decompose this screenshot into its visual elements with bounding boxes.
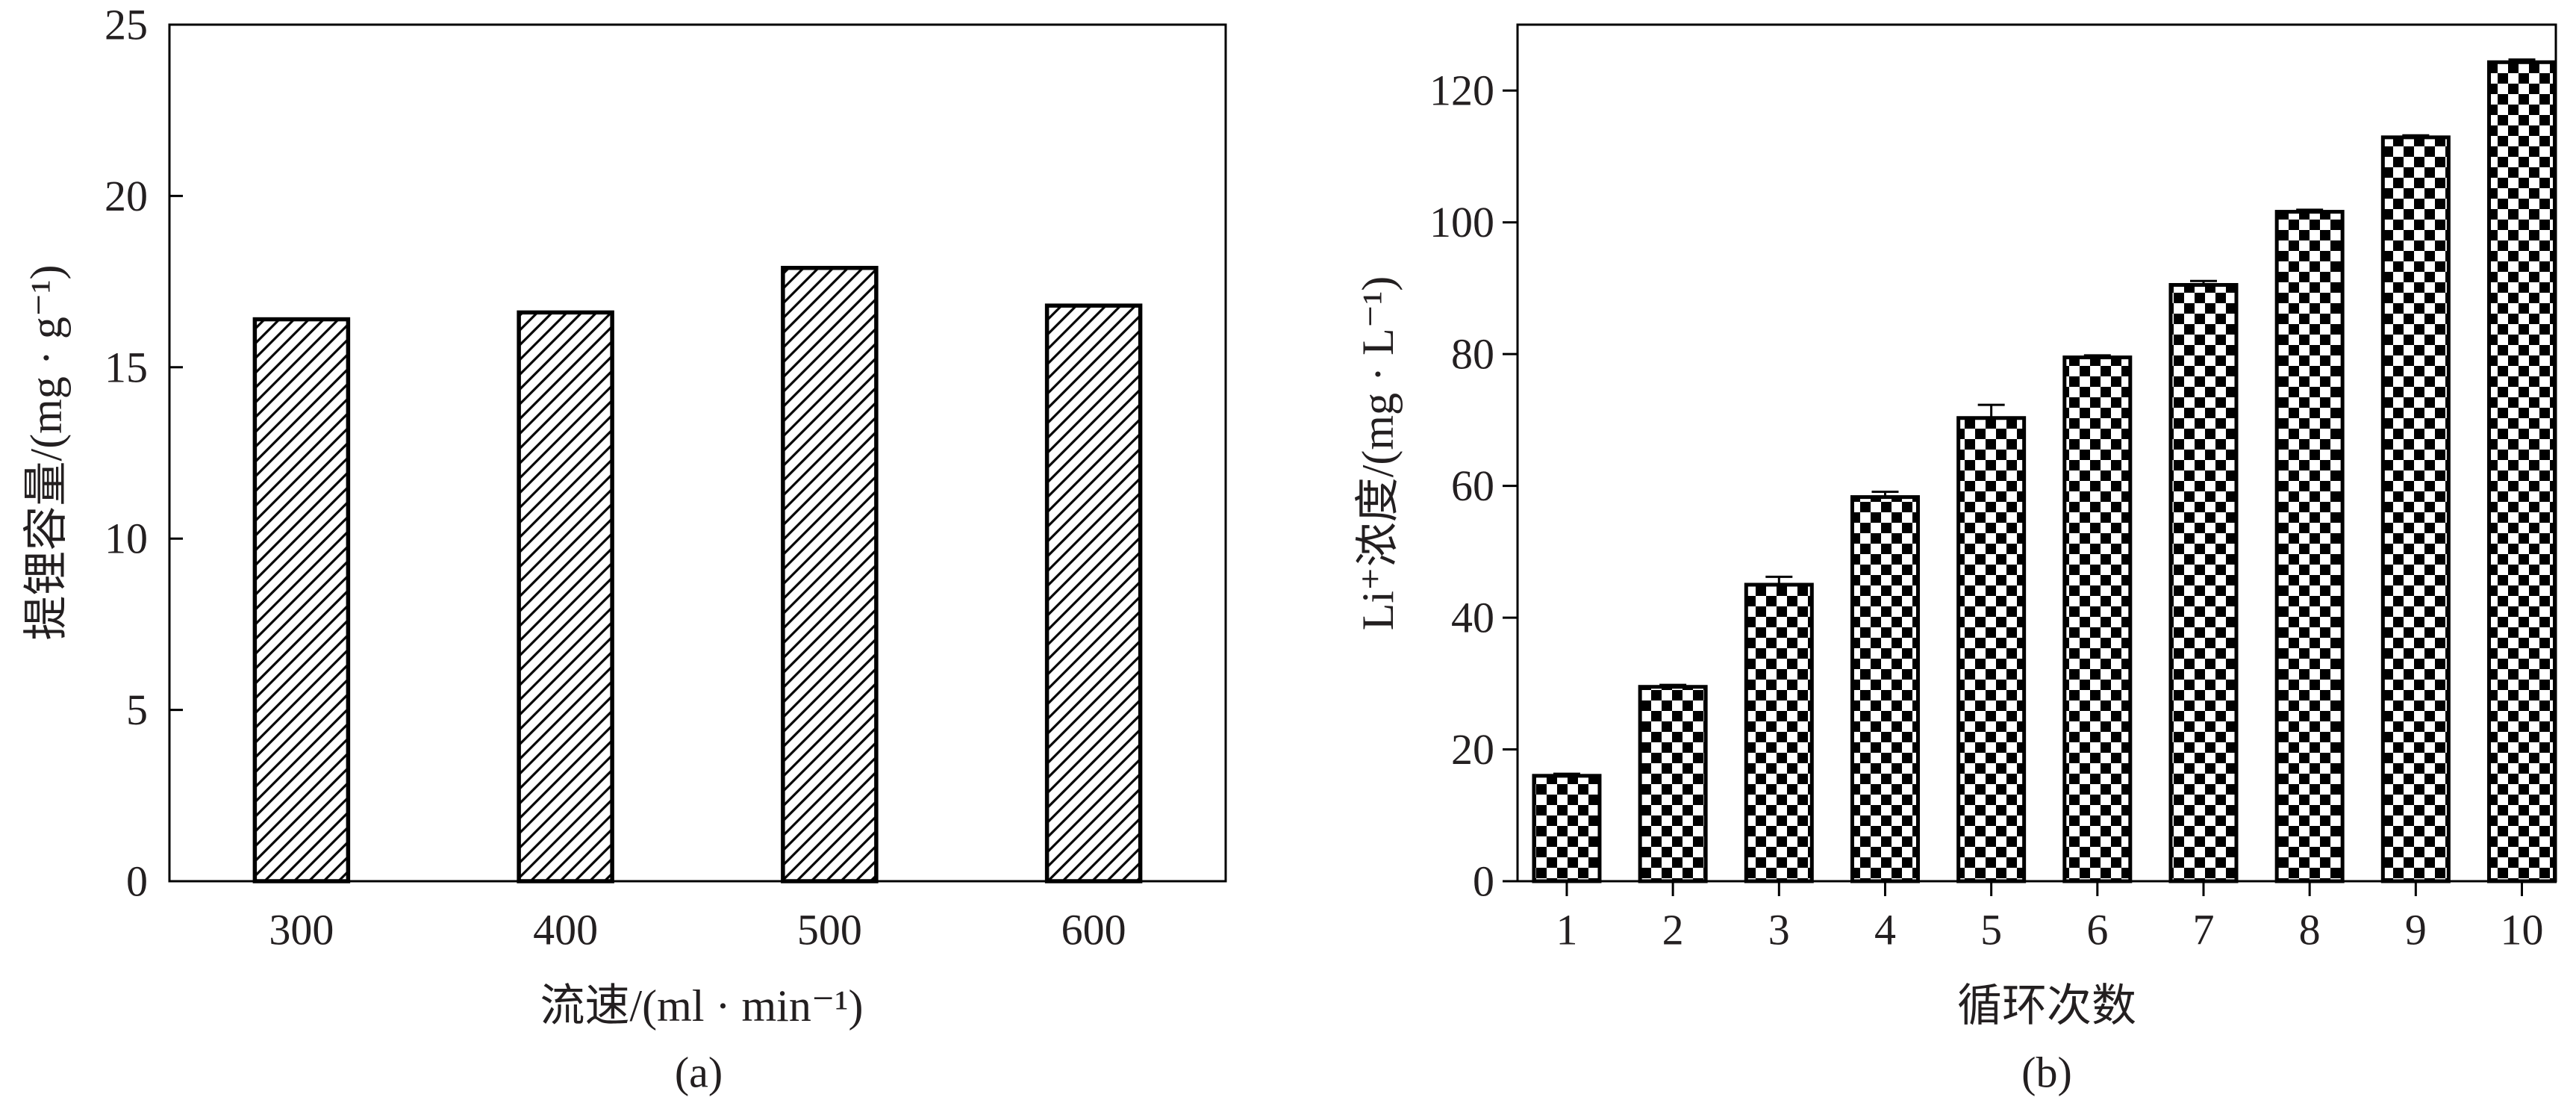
x-tick-label: 2 — [1662, 906, 1684, 954]
y-tick-label: 80 — [1451, 330, 1494, 379]
bar — [1956, 416, 2027, 883]
y-tick-label: 10 — [105, 515, 148, 563]
y-tick-label: 0 — [1473, 857, 1494, 906]
bar — [2487, 60, 2557, 883]
x-tick-label: 600 — [1061, 906, 1126, 954]
bar — [1638, 685, 1708, 883]
panel-label: (a) — [675, 1048, 723, 1097]
plot-frame — [168, 23, 1227, 883]
bar — [517, 310, 614, 883]
bar — [2274, 210, 2345, 883]
y-tick-label: 40 — [1451, 594, 1494, 642]
panel-label: (b) — [2021, 1048, 2072, 1097]
bar — [1532, 774, 1602, 883]
bar — [2168, 283, 2239, 883]
y-axis-label: 提锂容量/(mg · g⁻¹) — [22, 265, 71, 641]
y-tick-label: 120 — [1429, 66, 1494, 115]
y-tick-label: 20 — [1451, 725, 1494, 774]
x-tick-label: 6 — [2086, 906, 2108, 954]
bars — [1532, 58, 2557, 883]
bar — [2062, 355, 2133, 883]
x-tick-label: 400 — [533, 906, 598, 954]
x-tick-label: 500 — [797, 906, 862, 954]
y-tick-label: 25 — [105, 1, 148, 49]
x-tick-label: 10 — [2501, 906, 2544, 954]
x-tick-label: 4 — [1874, 906, 1896, 954]
bar — [1744, 582, 1814, 883]
y-tick-label: 60 — [1451, 462, 1494, 510]
x-tick-label: 7 — [2192, 906, 2214, 954]
y-tick-label: 5 — [126, 686, 148, 734]
bars — [252, 265, 1143, 883]
y-tick-label: 0 — [126, 857, 148, 906]
panel-b: Li⁺浓度/(mg · L⁻¹) 循环次数 (b) 1 2 3 4 5 6 7 8 9 10020… — [1353, 23, 2557, 1097]
x-tick-label: 1 — [1556, 906, 1577, 954]
x-tick-label: 3 — [1768, 906, 1790, 954]
bar — [1044, 303, 1143, 883]
bar — [252, 317, 351, 883]
bar — [781, 265, 879, 883]
x-axis-label: 循环次数 — [1957, 981, 2136, 1031]
x-tick-label: 300 — [269, 906, 334, 954]
x-tick-label: 8 — [2299, 906, 2321, 954]
y-tick-label: 20 — [105, 172, 148, 220]
bar — [1850, 495, 1920, 883]
y-axis-label: Li⁺浓度/(mg · L⁻¹) — [1353, 276, 1403, 631]
plot-frame — [1516, 23, 2557, 883]
panel-a: 提锂容量/(mg · g⁻¹) 流速/(ml · min⁻¹) (a) 300 4… — [22, 1, 1227, 1097]
y-tick-label: 15 — [105, 343, 148, 391]
x-axis-label: 流速/(ml · min⁻¹) — [540, 981, 864, 1031]
x-tick-label: 5 — [1980, 906, 2002, 954]
bar — [2380, 135, 2451, 883]
y-tick-label: 100 — [1429, 198, 1494, 246]
x-tick-label: 9 — [2405, 906, 2427, 954]
